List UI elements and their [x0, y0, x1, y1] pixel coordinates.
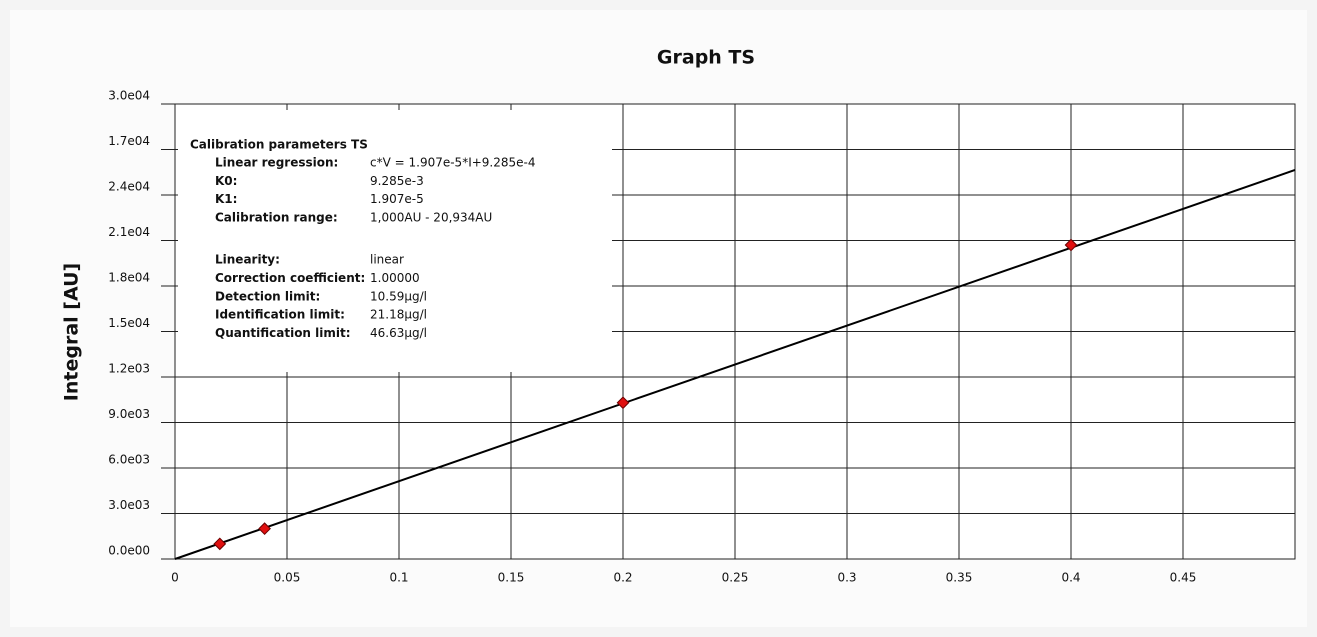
annotation-label: Quantification limit: — [215, 326, 351, 340]
y-tick-label: 1.5e04 — [108, 316, 150, 330]
annotation-label: K1: — [215, 192, 237, 206]
annotation-label: Linearity: — [215, 253, 280, 267]
annotation-value: 1.907e-5 — [370, 192, 424, 206]
y-tick-label: 1.2e03 — [108, 362, 150, 376]
annotation-value: 9.285e-3 — [370, 174, 424, 188]
annotation-value: 1,000AU - 20,934AU — [370, 210, 492, 224]
y-axis-label: Integral [AU] — [61, 263, 83, 401]
annotation-label: K0: — [215, 174, 237, 188]
x-tick-label: 0.2 — [613, 571, 632, 585]
x-tick-label: 0.3 — [837, 571, 856, 585]
chart-title: Graph TS — [657, 47, 755, 69]
data-point — [1064, 238, 1078, 252]
y-tick-label: 9.0e03 — [108, 407, 150, 421]
x-tick-label: 0.15 — [498, 571, 525, 585]
y-tick-label: 2.4e04 — [108, 180, 150, 194]
annotation-value: 1.00000 — [370, 271, 420, 285]
annotation-label: Correction coefficient: — [215, 271, 365, 285]
annotation-value: c*V = 1.907e-5*I+9.285e-4 — [370, 156, 536, 170]
annotation-label: Linear regression: — [215, 156, 338, 170]
regression-line — [174, 169, 1296, 560]
x-tick-label: 0.25 — [722, 571, 749, 585]
annotation-value: 46.63µg/l — [370, 326, 427, 340]
y-tick-label: 6.0e03 — [108, 453, 150, 467]
y-tick-label: 3.0e03 — [108, 498, 150, 512]
annotation-value: 21.18µg/l — [370, 308, 427, 322]
x-tick-label: 0.1 — [389, 571, 408, 585]
annotation-value: 10.59µg/l — [370, 289, 427, 303]
data-point — [616, 396, 630, 410]
y-tick-label: 1.8e04 — [108, 271, 150, 285]
x-tick-label: 0.35 — [946, 571, 973, 585]
data-point — [213, 537, 227, 551]
x-tick-label: 0.4 — [1061, 571, 1080, 585]
annotation-box — [178, 110, 612, 372]
x-tick-label: 0 — [171, 571, 179, 585]
annotation-label: Calibration range: — [215, 210, 338, 224]
annotation-label: Detection limit: — [215, 289, 320, 303]
y-tick-label: 1.7e04 — [108, 134, 150, 148]
x-tick-label: 0.05 — [274, 571, 301, 585]
x-tick-label: 0.45 — [1170, 571, 1197, 585]
y-tick-label: 0.0e00 — [108, 544, 150, 558]
annotation-title: Calibration parameters TS — [190, 138, 368, 152]
y-tick-label: 3.0e04 — [108, 89, 150, 103]
data-point — [258, 522, 271, 536]
y-tick-label: 2.1e04 — [108, 225, 150, 239]
annotation-label: Identification limit: — [215, 308, 345, 322]
annotation-value: linear — [370, 253, 404, 267]
